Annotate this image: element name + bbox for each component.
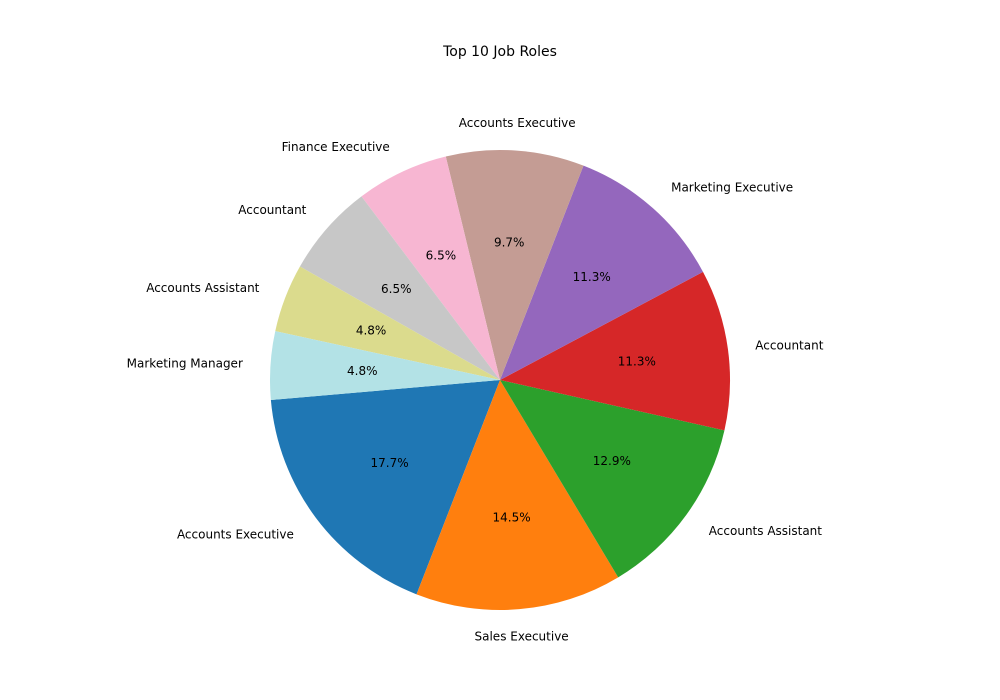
pie-outer-label: Accountant <box>238 203 306 217</box>
pie-outer-label: Sales Executive <box>475 630 569 644</box>
pie-percent-label: 6.5% <box>426 248 457 262</box>
pie-outer-label: Accounts Executive <box>177 528 294 542</box>
pie-outer-label: Finance Executive <box>282 140 390 154</box>
pie-percent-label: 11.3% <box>618 355 656 369</box>
pie-percent-label: 17.7% <box>371 456 409 470</box>
pie-percent-label: 6.5% <box>381 282 412 296</box>
pie-outer-label: Marketing Executive <box>671 180 793 194</box>
pie-outer-label: Accounts Assistant <box>709 524 822 538</box>
chart-title: Top 10 Job Roles <box>442 44 557 60</box>
pie-percent-label: 4.8% <box>356 324 387 338</box>
pie-percent-label: 4.8% <box>347 364 378 378</box>
pie-percent-label: 14.5% <box>493 511 531 525</box>
pie-percent-label: 11.3% <box>573 270 611 284</box>
pie-percent-label: 12.9% <box>593 454 631 468</box>
pie-outer-label: Accountant <box>755 339 823 353</box>
pie-slices-group <box>270 150 730 610</box>
pie-outer-label: Accounts Executive <box>459 116 576 130</box>
pie-outer-label: Accounts Assistant <box>146 281 259 295</box>
pie-outer-label: Marketing Manager <box>127 357 243 371</box>
pie-chart-container: Top 10 Job Roles 17.7% 14.5% 12.9% 11.3% 11.… <box>0 0 1000 700</box>
pie-percent-label: 9.7% <box>494 235 525 249</box>
pie-chart-svg: Top 10 Job Roles 17.7% 14.5% 12.9% 11.3% 11.… <box>0 0 1000 700</box>
